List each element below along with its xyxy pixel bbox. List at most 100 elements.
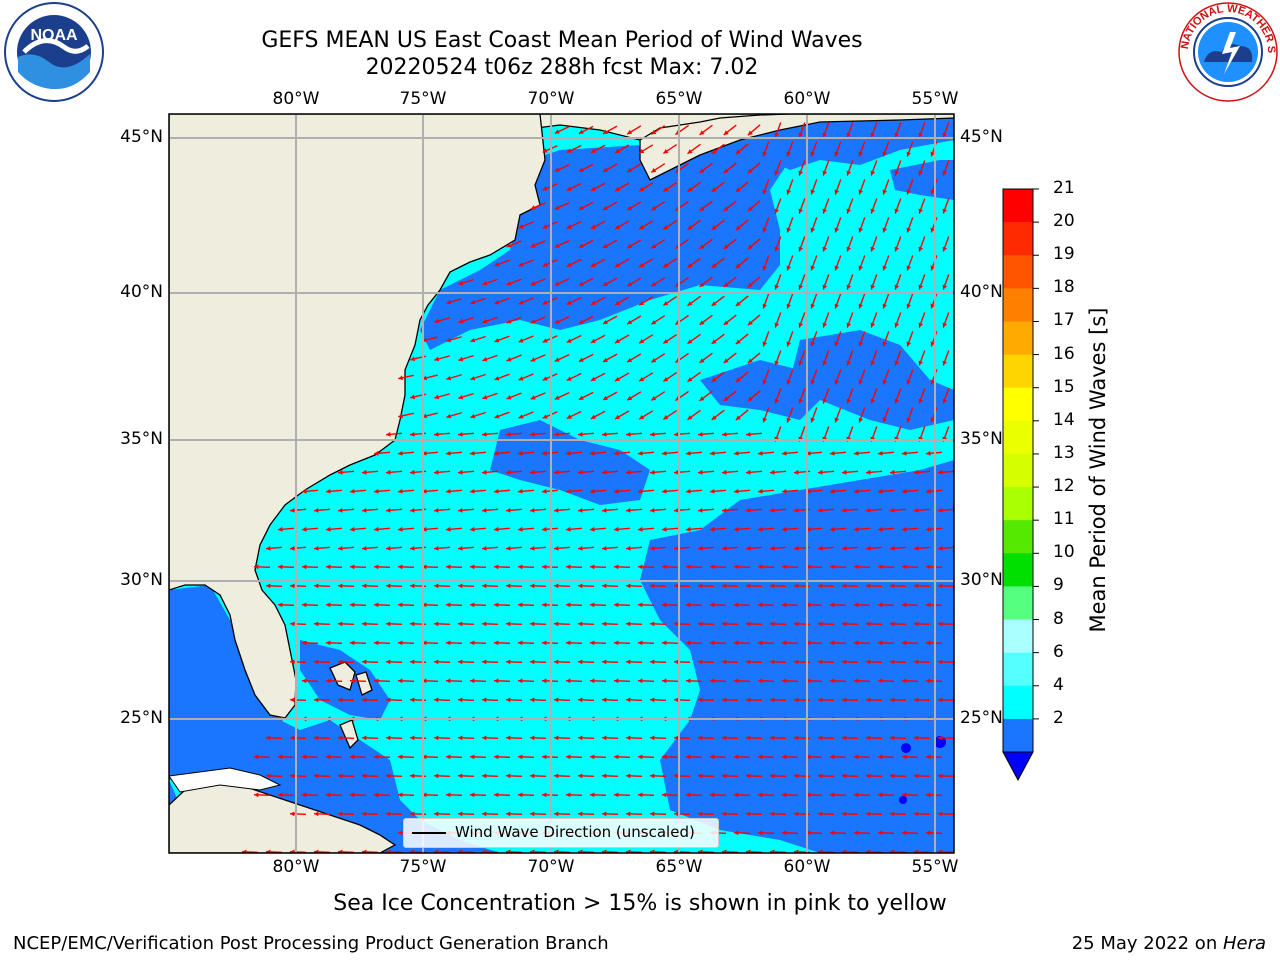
wind-wave-arrowhead [650, 621, 655, 627]
colorbar-tick-label: 11 [1053, 509, 1075, 530]
wind-wave-arrowhead [782, 526, 787, 532]
wind-wave-arrowhead [794, 545, 799, 551]
wind-wave-arrowhead [554, 319, 560, 324]
wind-wave-arrowhead [446, 337, 452, 343]
wind-wave-arrowhead [918, 246, 924, 252]
wind-wave-arrowhead [266, 735, 271, 741]
wind-wave-arrowhead [386, 469, 391, 475]
wind-wave-arrowhead [735, 301, 741, 307]
wind-wave-arrowhead [914, 583, 919, 589]
wind-wave-arrowhead [434, 735, 439, 741]
wind-wave-arrowhead [882, 417, 888, 423]
wind-wave-arrowhead [938, 507, 943, 513]
wind-wave-arrowhead [926, 830, 931, 836]
wind-wave-arrowhead [818, 697, 823, 703]
wind-wave-arrowhead [650, 849, 655, 853]
wind-wave-arrowhead [446, 602, 451, 608]
wind-wave-arrowhead [638, 488, 643, 494]
wind-wave-arrowhead [590, 186, 596, 191]
wind-wave-arrowhead [938, 545, 943, 551]
wind-wave-arrowhead [482, 394, 488, 400]
wind-wave-arrowhead [314, 621, 319, 627]
wind-wave-arrowhead [458, 621, 463, 627]
wind-wave-arrowhead [266, 583, 271, 589]
wind-wave-arrowhead [699, 130, 705, 135]
wind-wave-arrowhead [530, 659, 535, 665]
wind-wave-arrowhead [870, 208, 876, 214]
wind-wave-arrowhead [822, 360, 828, 366]
wind-wave-arrowhead [674, 811, 679, 817]
wind-wave-arrowhead [806, 450, 811, 456]
wind-wave-arrowhead [938, 659, 943, 665]
wind-wave-arrowhead [746, 811, 751, 817]
wind-wave-arrowhead [818, 849, 823, 853]
wind-wave-arrowhead [338, 773, 343, 779]
bottom-lon-label: 60°W [783, 857, 831, 877]
wind-wave-arrowhead [554, 281, 560, 286]
wind-wave-arrowhead [314, 507, 319, 513]
wind-wave-arrowhead [818, 773, 823, 779]
wind-wave-arrowhead [762, 265, 768, 271]
wind-wave-arrowhead [906, 151, 912, 157]
wind-wave-arrowhead [338, 849, 343, 853]
wind-wave-arrowhead [786, 341, 792, 347]
wind-wave-arrowhead [762, 417, 768, 423]
wind-wave-arrowhead [506, 545, 511, 551]
wind-wave-arrowhead [938, 621, 943, 627]
wind-wave-arrowhead [554, 243, 560, 248]
wind-wave-arrowhead [326, 754, 331, 760]
wind-wave-arrowhead [858, 151, 864, 157]
wind-wave-arrowhead [698, 469, 703, 475]
wind-wave-arrowhead [602, 357, 608, 362]
left-lat-label: 40°N [120, 282, 163, 302]
wind-wave-arrowhead [770, 773, 775, 779]
wind-wave-arrowhead [746, 469, 751, 475]
wind-wave-arrowhead [518, 224, 524, 229]
wind-wave-arrowhead [854, 792, 859, 798]
wind-wave-arrowhead [434, 469, 439, 475]
wind-wave-arrowhead [374, 640, 379, 646]
wind-wave-arrowhead [918, 132, 924, 138]
wind-wave-arrowhead [494, 564, 499, 570]
wind-wave-arrowhead [662, 450, 667, 456]
wind-wave-arrowhead [662, 678, 667, 684]
wind-wave-arrowhead [566, 338, 572, 343]
wind-wave-arrowhead [626, 621, 631, 627]
wind-wave-arrowhead [590, 754, 595, 760]
wind-wave-arrowhead [906, 417, 912, 423]
wind-wave-arrowhead [674, 621, 679, 627]
wind-wave-arrowhead [902, 754, 907, 760]
legend-line-icon [412, 832, 446, 834]
wind-wave-arrowhead [290, 697, 295, 703]
wind-wave-arrowhead [699, 396, 705, 401]
wind-wave-arrowhead [410, 849, 415, 853]
colorbar-tick-label: 15 [1053, 376, 1075, 397]
wind-wave-arrowhead [711, 187, 717, 192]
wind-wave-arrowhead [870, 398, 876, 404]
wind-wave-arrowhead [894, 360, 900, 366]
wind-wave-arrowhead [906, 265, 912, 271]
wind-wave-arrowhead [554, 167, 560, 172]
machine-name: Hera [1222, 933, 1266, 954]
wind-wave-arrowhead [602, 545, 607, 551]
wind-wave-arrowhead [818, 583, 823, 589]
wind-wave-arrowhead [302, 640, 307, 646]
wind-wave-arrowhead [806, 754, 811, 760]
wind-wave-arrowhead [747, 130, 753, 136]
wind-wave-arrowhead [314, 583, 319, 589]
wind-wave-arrowhead [626, 811, 631, 817]
wind-wave-arrowhead [494, 413, 500, 419]
wind-wave-arrowhead [674, 583, 679, 589]
wind-wave-arrowhead [434, 773, 439, 779]
wind-wave-arrowhead [578, 735, 583, 741]
wind-wave-arrowhead [602, 129, 608, 134]
wind-wave-arrowhead [578, 395, 584, 400]
wind-wave-arrowhead [942, 284, 948, 290]
wind-wave-arrowhead [722, 773, 727, 779]
colorbar-swatch [1003, 520, 1033, 554]
map-title: GEFS MEAN US East Coast Mean Period of W… [261, 28, 863, 53]
wind-wave-arrowhead [602, 659, 607, 665]
wind-wave-arrowhead [326, 678, 331, 684]
wind-wave-arrowhead [422, 564, 427, 570]
wind-wave-arrowhead [530, 395, 536, 400]
